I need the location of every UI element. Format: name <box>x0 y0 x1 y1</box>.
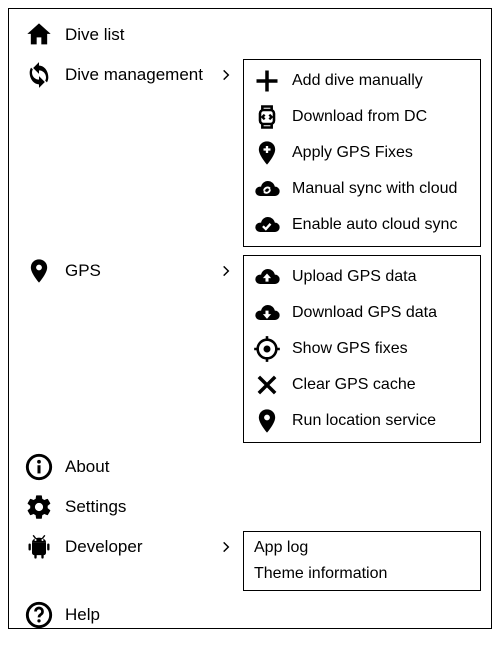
menu-item-gps[interactable]: GPS Upload GPS data Download GPS data Sh… <box>23 255 481 443</box>
submenu-label: Run location service <box>284 412 436 430</box>
menu-item-about[interactable]: About <box>23 451 481 483</box>
pin-icon <box>250 404 284 438</box>
submenu-label: Clear GPS cache <box>284 376 416 394</box>
menu-label: Settings <box>55 491 215 523</box>
submenu-item-app-log[interactable]: App log <box>250 535 474 561</box>
submenu-item-clear-cache[interactable]: Clear GPS cache <box>250 367 474 403</box>
target-icon <box>250 332 284 366</box>
sync-icon <box>23 59 55 91</box>
submenu-label: Apply GPS Fixes <box>284 144 413 162</box>
submenu-label: Download from DC <box>284 108 427 126</box>
submenu-label: Download GPS data <box>284 304 437 322</box>
submenu-item-location-service[interactable]: Run location service <box>250 403 474 439</box>
cloud-sync-icon <box>250 172 284 206</box>
cloud-download-icon <box>250 296 284 330</box>
cloud-upload-icon <box>250 260 284 294</box>
chevron-right-icon <box>215 531 237 563</box>
plus-icon <box>250 64 284 98</box>
menu-item-dive-list[interactable]: Dive list <box>23 19 481 51</box>
android-icon <box>23 531 55 563</box>
menu-label: Help <box>55 599 215 631</box>
submenu-item-auto-sync[interactable]: Enable auto cloud sync <box>250 207 474 243</box>
submenu-developer: App log Theme information <box>243 531 481 591</box>
menu-item-help[interactable]: Help <box>23 599 481 631</box>
submenu-item-theme-info[interactable]: Theme information <box>250 561 474 587</box>
submenu-label: Upload GPS data <box>284 268 417 286</box>
submenu-item-add-dive[interactable]: Add dive manually <box>250 63 474 99</box>
menu-label: Developer <box>55 531 215 563</box>
menu-label: Dive management <box>55 59 215 91</box>
submenu-label: Manual sync with cloud <box>284 180 457 198</box>
pin-icon <box>23 255 55 287</box>
submenu-label: Add dive manually <box>284 72 423 90</box>
menu-panel: Dive list Dive management Add dive manua… <box>8 8 492 629</box>
help-icon <box>23 599 55 631</box>
submenu-item-upload-gps[interactable]: Upload GPS data <box>250 259 474 295</box>
gear-icon <box>23 491 55 523</box>
submenu-label: App log <box>250 539 308 557</box>
chevron-right-icon <box>215 59 237 91</box>
info-icon <box>23 451 55 483</box>
menu-item-settings[interactable]: Settings <box>23 491 481 523</box>
submenu-label: Show GPS fixes <box>284 340 408 358</box>
submenu-label: Enable auto cloud sync <box>284 216 457 234</box>
x-icon <box>250 368 284 402</box>
home-icon <box>23 19 55 51</box>
pin-plus-icon <box>250 136 284 170</box>
menu-label: GPS <box>55 255 215 287</box>
watch-icon <box>250 100 284 134</box>
submenu-dive-management: Add dive manually Download from DC Apply… <box>243 59 481 247</box>
submenu-item-manual-sync[interactable]: Manual sync with cloud <box>250 171 474 207</box>
menu-item-dive-management[interactable]: Dive management Add dive manually Downlo… <box>23 59 481 247</box>
submenu-item-show-fixes[interactable]: Show GPS fixes <box>250 331 474 367</box>
menu-label: About <box>55 451 215 483</box>
submenu-gps: Upload GPS data Download GPS data Show G… <box>243 255 481 443</box>
menu-item-developer[interactable]: Developer App log Theme information <box>23 531 481 591</box>
chevron-right-icon <box>215 255 237 287</box>
submenu-item-apply-gps[interactable]: Apply GPS Fixes <box>250 135 474 171</box>
submenu-item-download-dc[interactable]: Download from DC <box>250 99 474 135</box>
cloud-check-icon <box>250 208 284 242</box>
submenu-label: Theme information <box>250 565 387 583</box>
menu-label: Dive list <box>55 19 215 51</box>
submenu-item-download-gps[interactable]: Download GPS data <box>250 295 474 331</box>
